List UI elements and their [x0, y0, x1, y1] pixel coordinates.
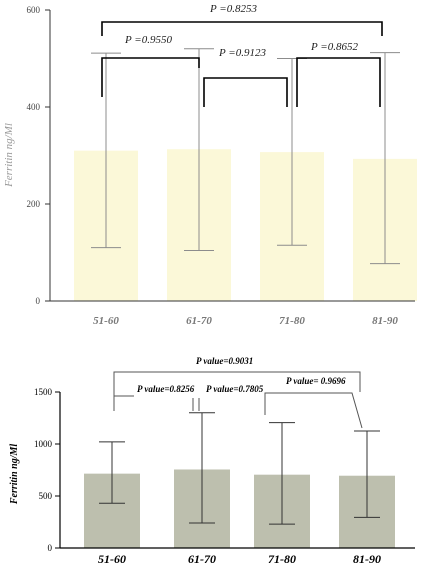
chart-1-p-values: P =0.8253 P =0.9550 P =0.9123 P =0.8652 — [124, 3, 358, 59]
chart-2: 1500 1000 500 0 Ferritin ng/Ml 51-60 61-… — [9, 356, 415, 566]
p-value-label: P value= 0.9696 — [286, 376, 346, 386]
p-value-label: P value=0.9031 — [196, 356, 253, 366]
bracket-61-70-vs-71-80 — [203, 77, 288, 107]
chart-1-y-tick-label: 0 — [36, 296, 41, 306]
bracket-71-80-vs-81-90 — [264, 392, 363, 429]
chart-1-bars — [74, 149, 417, 301]
error-bar — [189, 412, 215, 524]
error-bar — [184, 48, 214, 252]
chart-1-significance-brackets — [101, 21, 383, 107]
chart-1-category-label: 61-70 — [186, 315, 212, 327]
p-value-label: P =0.9550 — [124, 34, 172, 46]
chart-2-y-tick-label: 1500 — [34, 387, 53, 397]
chart-1-category-labels: 51-60 61-70 71-80 81-90 — [93, 315, 398, 327]
chart-2-p-values: P value=0.9031 P value=0.8256 P value=0.… — [137, 356, 346, 394]
p-value-label: P =0.8652 — [310, 41, 358, 53]
chart-1-y-tick-label: 400 — [27, 102, 41, 112]
chart-1-y-tick-label: 200 — [27, 199, 41, 209]
chart-2-category-label: 51-60 — [98, 552, 126, 566]
bracket-51-60-vs-61-70 — [101, 57, 200, 97]
error-bar — [99, 441, 125, 504]
chart-2-significance-brackets — [113, 371, 363, 429]
error-bar — [269, 422, 295, 525]
chart-2-y-ticks: 1500 1000 500 0 — [34, 387, 60, 553]
chart-2-category-labels: 51-60 61-70 71-80 81-90 — [98, 552, 381, 566]
chart-1-category-label: 51-60 — [93, 315, 119, 327]
p-value-label: P value=0.7805 — [206, 384, 264, 394]
chart-2-category-label: 81-90 — [353, 552, 381, 566]
chart-1-y-tick-label: 600 — [27, 5, 41, 15]
chart-2-bars — [84, 469, 395, 548]
bracket-51-60-vs-61-70 — [113, 395, 134, 411]
chart-1-y-axis-label: Ferritin ng/Ml — [3, 123, 15, 188]
bracket-51-60-vs-81-90 — [101, 21, 383, 36]
bracket-71-80-vs-81-90 — [296, 57, 381, 107]
chart-2-category-label: 71-80 — [268, 552, 296, 566]
chart-2-y-tick-label: 0 — [48, 543, 53, 553]
chart-2-y-tick-label: 1000 — [34, 439, 53, 449]
p-value-label: P =0.8253 — [209, 3, 257, 15]
chart-1-category-label: 81-90 — [372, 315, 398, 327]
chart-1-y-ticks: 600 400 200 0 — [27, 5, 50, 306]
p-value-label: P value=0.8256 — [137, 384, 195, 394]
chart-1-category-label: 71-80 — [279, 315, 305, 327]
chart-2-y-tick-label: 500 — [39, 491, 53, 501]
p-value-label: P =0.9123 — [218, 47, 266, 59]
error-bar — [370, 52, 400, 265]
chart-2-category-label: 61-70 — [188, 552, 216, 566]
error-bar — [354, 430, 380, 518]
error-bar — [91, 52, 121, 249]
chart-1-error-bars — [91, 48, 400, 265]
chart-2-error-bars — [99, 412, 380, 525]
chart-2-y-axis-label: Ferritin ng/Ml — [9, 444, 20, 506]
bracket-51-60-vs-81-90 — [113, 371, 361, 398]
chart-1: 600 400 200 0 Ferritin ng/Ml 51-60 61-70… — [3, 3, 417, 327]
